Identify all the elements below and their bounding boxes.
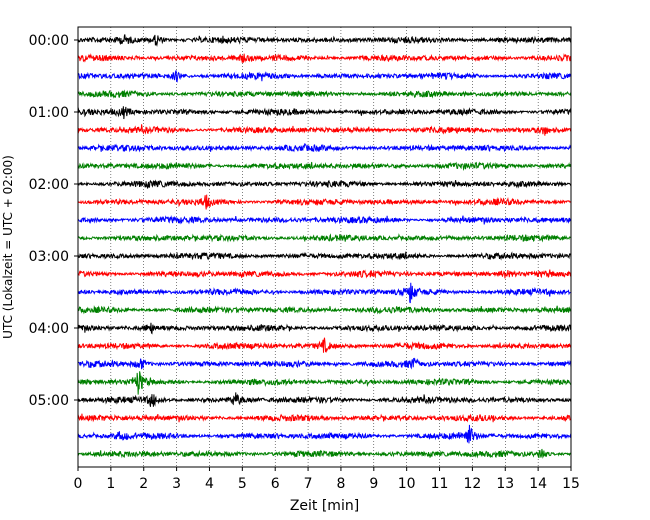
x-tick-label: 13 — [496, 476, 514, 492]
trace-10 — [77, 215, 572, 225]
trace-14 — [77, 282, 572, 304]
y-tick-label: 03:00 — [29, 249, 69, 265]
trace-5 — [77, 124, 572, 136]
x-axis: 0 1 2 3 4 5 6 7 8 9 10 11 12 13 14 15 — [74, 467, 580, 492]
trace-21 — [77, 413, 572, 423]
trace-2 — [77, 70, 572, 83]
y-tick-label: 01:00 — [29, 105, 69, 121]
x-tick-label: 6 — [271, 476, 280, 492]
y-tick-label: 05:00 — [29, 393, 69, 409]
x-tick-label: 3 — [172, 476, 181, 492]
trace-1 — [77, 53, 572, 64]
x-tick-label: 7 — [304, 476, 313, 492]
y-tick-label: 04:00 — [29, 321, 69, 337]
x-tick-label: 9 — [369, 476, 378, 492]
seismic-traces — [77, 34, 572, 459]
trace-23 — [77, 448, 572, 459]
trace-3 — [77, 89, 572, 99]
trace-11 — [77, 233, 572, 243]
trace-9 — [77, 194, 572, 210]
plot-frame — [77, 26, 572, 468]
trace-13 — [77, 269, 572, 279]
x-tick-label: 14 — [529, 476, 547, 492]
x-tick-label: 12 — [463, 476, 481, 492]
trace-15 — [77, 305, 572, 315]
trace-19 — [77, 371, 572, 395]
y-tick-label: 00:00 — [29, 33, 69, 49]
trace-20 — [77, 392, 572, 407]
x-tick-label: 10 — [398, 476, 416, 492]
x-tick-label: 2 — [139, 476, 148, 492]
x-tick-label: 1 — [106, 476, 115, 492]
trace-22 — [77, 424, 572, 444]
trace-4 — [77, 106, 572, 120]
x-tick-label: 4 — [205, 476, 214, 492]
trace-17 — [77, 337, 572, 353]
trace-7 — [77, 161, 572, 171]
trace-6 — [77, 143, 572, 153]
y-axis-label: UTC (Lokalzeit = UTC + 02:00) — [1, 155, 15, 339]
trace-16 — [77, 322, 572, 335]
x-tick-label: 8 — [336, 476, 345, 492]
x-tick-label: 11 — [431, 476, 449, 492]
trace-8 — [77, 179, 572, 189]
x-tick-label: 5 — [238, 476, 247, 492]
trace-12 — [77, 251, 572, 261]
y-tick-label: 02:00 — [29, 177, 69, 193]
vertical-grid — [110, 27, 539, 467]
y-axis: 00:00 01:00 02:00 03:00 04:00 05:00 — [29, 33, 78, 409]
trace-0 — [77, 34, 572, 47]
x-tick-label: 0 — [74, 476, 83, 492]
x-axis-label: Zeit [min] — [290, 498, 359, 514]
x-tick-label: 15 — [562, 476, 580, 492]
trace-18 — [77, 357, 572, 370]
